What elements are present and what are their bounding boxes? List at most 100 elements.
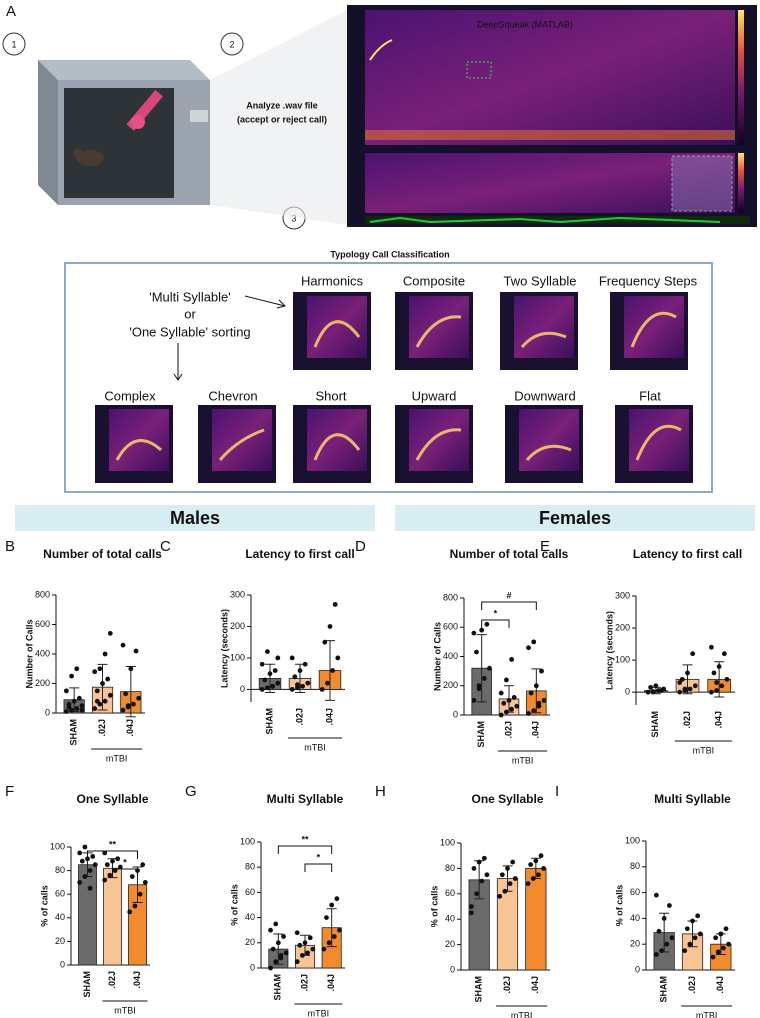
- data-point: [102, 877, 108, 883]
- y-tick-label: 40: [630, 913, 640, 923]
- data-point: [331, 934, 337, 939]
- y-tick-label: 300: [230, 589, 245, 599]
- x-tick-label: .02J: [682, 711, 692, 729]
- data-point: [262, 677, 268, 683]
- data-point: [659, 948, 664, 954]
- data-point: [329, 902, 335, 908]
- data-point: [110, 858, 115, 864]
- y-tick-label: 0: [625, 687, 630, 697]
- x-tick-label: .04J: [531, 721, 541, 739]
- data-point: [715, 949, 721, 955]
- data-point: [498, 690, 504, 696]
- data-point: [297, 942, 303, 948]
- data-point: [504, 709, 509, 715]
- data-point: [541, 866, 547, 871]
- call-trace: [520, 331, 567, 349]
- y-tick-label: 60: [445, 888, 455, 898]
- panel-label: D: [355, 538, 366, 555]
- data-point: [497, 893, 503, 899]
- panel-label: F: [5, 783, 14, 800]
- significance-label: *: [317, 852, 321, 862]
- panel-label: C: [160, 538, 171, 555]
- y-axis-label: Latency (seconds): [219, 609, 229, 688]
- data-point: [531, 639, 537, 645]
- y-tick-label: 20: [445, 939, 455, 949]
- chart-title: Number of total calls: [43, 547, 162, 561]
- data-point: [666, 903, 672, 908]
- bar: [103, 867, 122, 966]
- section-band: [15, 505, 375, 531]
- data-point: [708, 644, 714, 650]
- y-tick-label: 200: [230, 621, 245, 631]
- x-tick-label: .04J: [132, 971, 142, 989]
- x-tick-label: SHAM: [273, 974, 283, 1001]
- data-point: [479, 627, 485, 633]
- spectrogram-image: [519, 409, 579, 471]
- y-tick-label: 60: [245, 887, 255, 897]
- data-point: [721, 945, 726, 951]
- data-point: [476, 859, 482, 865]
- typology-title: Typology Call Classification: [330, 249, 449, 259]
- data-point: [695, 913, 701, 919]
- data-point: [87, 885, 93, 891]
- y-axis-label: % of calls: [229, 884, 239, 926]
- call-trace: [635, 424, 682, 461]
- error-bar: [682, 664, 693, 695]
- y-tick-label: 80: [630, 861, 640, 871]
- data-point: [718, 931, 724, 937]
- data-point: [322, 639, 328, 645]
- data-point: [302, 940, 308, 946]
- data-point: [528, 690, 534, 696]
- data-point: [684, 926, 690, 932]
- data-point: [481, 855, 487, 861]
- data-point: [302, 661, 308, 667]
- data-point: [650, 689, 656, 694]
- error-bar: [326, 908, 337, 948]
- data-point: [79, 707, 85, 713]
- data-point: [97, 666, 103, 672]
- sorting-text: or: [184, 306, 196, 321]
- y-tick-label: 80: [445, 863, 455, 873]
- y-tick-label: 0: [45, 707, 50, 717]
- data-point: [120, 642, 126, 648]
- arrow: [244, 295, 286, 309]
- data-point: [479, 878, 485, 884]
- error-bar: [476, 634, 487, 703]
- data-point: [127, 909, 133, 915]
- data-point: [132, 903, 138, 909]
- significance-label: *: [494, 608, 498, 618]
- data-point: [125, 703, 131, 709]
- chart-title: Number of total calls: [450, 547, 569, 561]
- spectrogram-image: [514, 296, 574, 358]
- deepsqueak-window: [347, 5, 757, 227]
- data-point: [484, 621, 490, 627]
- data-point: [528, 862, 534, 867]
- data-point: [669, 935, 675, 941]
- data-point: [541, 697, 547, 703]
- data-point: [468, 904, 474, 909]
- data-point: [273, 959, 279, 965]
- data-point: [724, 676, 730, 682]
- panel-label: G: [185, 783, 197, 800]
- spectrogram-image: [624, 296, 684, 358]
- sorting-text: 'One Syllable' sorting: [129, 324, 250, 339]
- data-point: [259, 687, 265, 692]
- data-point: [714, 688, 719, 693]
- data-point: [656, 928, 662, 934]
- data-point: [305, 950, 310, 956]
- x-tick-label: SHAM: [659, 976, 669, 1003]
- data-point: [63, 709, 69, 714]
- data-point: [265, 649, 270, 655]
- data-point: [474, 891, 479, 897]
- data-point: [129, 874, 135, 879]
- data-point: [512, 876, 518, 881]
- data-point: [107, 692, 113, 698]
- call-type-label: Harmonics: [301, 273, 364, 288]
- chart-title: Latency to first call: [245, 547, 354, 561]
- y-tick-label: 80: [245, 862, 255, 872]
- data-point: [79, 703, 85, 709]
- x-tick-label: .02J: [299, 974, 309, 992]
- y-axis-label: % of calls: [39, 885, 49, 927]
- section-title: Females: [539, 508, 611, 528]
- panel-label: B: [5, 538, 15, 555]
